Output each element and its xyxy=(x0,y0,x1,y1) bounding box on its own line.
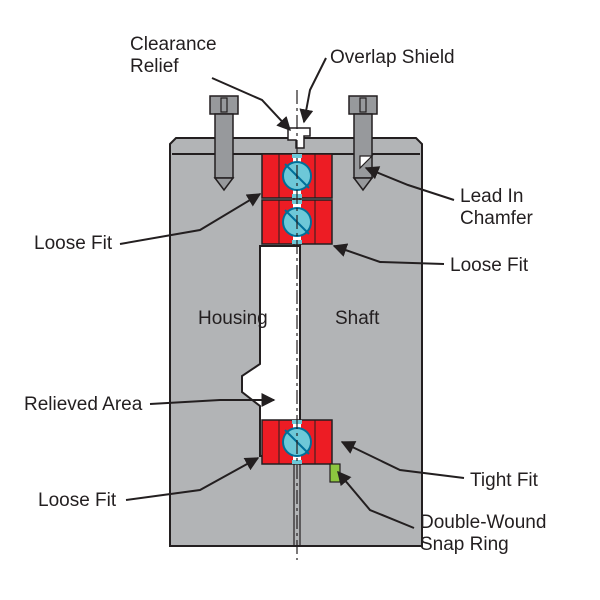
label-overlap-shield: Overlap Shield xyxy=(330,47,455,69)
label-double-wound-snap-ring: Double-WoundSnap Ring xyxy=(420,512,546,556)
label-clearance-relief: ClearanceRelief xyxy=(130,34,217,78)
label-shaft: Shaft xyxy=(335,308,379,330)
label-housing: Housing xyxy=(198,308,268,330)
label-lead-in-chamfer: Lead InChamfer xyxy=(460,186,533,230)
arrow-overlap-shield xyxy=(304,58,326,122)
label-relieved-area: Relieved Area xyxy=(24,394,142,416)
label-loose-fit-left-top: Loose Fit xyxy=(34,233,112,255)
label-loose-fit-right: Loose Fit xyxy=(450,255,528,277)
label-loose-fit-left-bottom: Loose Fit xyxy=(38,490,116,512)
label-tight-fit: Tight Fit xyxy=(470,470,538,492)
